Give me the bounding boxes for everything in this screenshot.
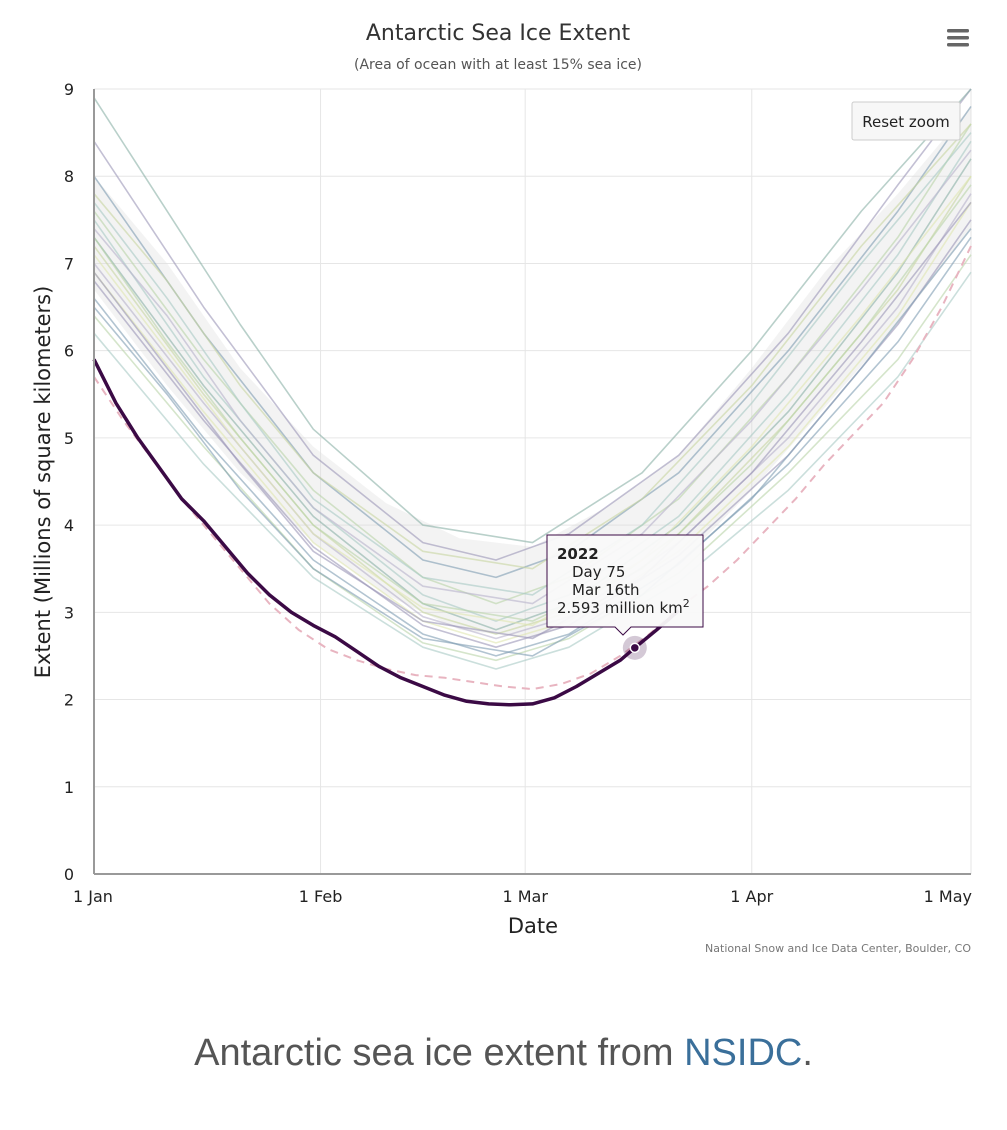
- series-2022-line[interactable]: [92, 358, 680, 707]
- chart-title: Antarctic Sea Ice Extent: [366, 21, 631, 46]
- hamburger-menu-icon[interactable]: [944, 26, 970, 50]
- grid: [94, 88, 972, 874]
- y-tick-label: 8: [64, 167, 74, 186]
- y-tick-label: 9: [64, 80, 74, 99]
- range-envelope: [94, 106, 971, 639]
- tooltip-value-sup: 2: [683, 597, 690, 610]
- tooltip-year: 2022: [557, 545, 599, 563]
- nsidc-link[interactable]: NSIDC: [684, 1032, 803, 1074]
- reset-zoom-label: Reset zoom: [862, 113, 950, 131]
- dashed-series: [93, 245, 972, 691]
- y-tick-label: 0: [64, 865, 74, 884]
- background-series-line: [93, 254, 972, 662]
- x-tick-label: 1 Apr: [730, 887, 773, 906]
- y-axis-ticks: 0 1 2 3 4 5 6 7 8 9: [64, 80, 74, 884]
- background-series-line: [93, 123, 972, 570]
- y-tick-label: 4: [64, 516, 74, 535]
- background-series-line: [93, 88, 972, 544]
- caption-end: .: [802, 1032, 813, 1074]
- y-tick-label: 3: [64, 603, 74, 622]
- background-series-line: [93, 105, 972, 579]
- envelope-band: [94, 106, 971, 639]
- highlight-series[interactable]: [92, 358, 680, 707]
- y-tick-label: 7: [64, 254, 74, 273]
- sea-ice-chart: Antarctic Sea Ice Extent (Area of ocean …: [31, 21, 972, 955]
- tooltip-day: Day 75: [572, 563, 625, 581]
- x-tick-label: 1 May: [924, 887, 972, 906]
- background-series-line: [93, 132, 972, 596]
- axes: [93, 89, 971, 875]
- tooltip-value: 2.593 million km2: [557, 597, 690, 617]
- x-axis-title: Date: [508, 914, 558, 938]
- y-tick-label: 2: [64, 691, 74, 710]
- background-series-line: [93, 175, 972, 627]
- background-series-line: [93, 228, 972, 657]
- background-series-line: [93, 236, 972, 657]
- y-axis-title: Extent (Millions of square kilometers): [31, 286, 55, 679]
- background-series-line: [93, 271, 972, 670]
- background-series-line: [93, 201, 972, 640]
- x-tick-label: 1 Mar: [502, 887, 548, 906]
- x-tick-label: 1 Jan: [73, 887, 113, 906]
- background-series: [93, 88, 972, 670]
- tooltip: 2022 Day 75 Mar 16th 2.593 million km2: [546, 534, 704, 636]
- background-series-line: [93, 149, 972, 605]
- y-tick-label: 1: [64, 778, 74, 797]
- x-axis-ticks: 1 Jan 1 Feb 1 Mar 1 Apr 1 May: [73, 887, 972, 906]
- tooltip-date: Mar 16th: [572, 581, 640, 599]
- hover-point[interactable]: [629, 642, 641, 654]
- background-series-line: [93, 88, 972, 561]
- y-tick-label: 5: [64, 429, 74, 448]
- chart-subtitle: (Area of ocean with at least 15% sea ice…: [354, 57, 642, 73]
- figure-caption: Antarctic sea ice extent from NSIDC.: [0, 1032, 1007, 1075]
- background-series-line: [93, 184, 972, 622]
- y-tick-label: 6: [64, 342, 74, 361]
- caption-text: Antarctic sea ice extent from: [194, 1032, 685, 1074]
- x-tick-label: 1 Feb: [299, 887, 343, 906]
- background-series-line: [93, 158, 972, 631]
- tooltip-value-text: 2.593 million km: [557, 599, 683, 617]
- chart-credit: National Snow and Ice Data Center, Bould…: [705, 942, 971, 955]
- reset-zoom-button[interactable]: Reset zoom: [851, 101, 961, 141]
- background-series-line: [93, 201, 972, 644]
- background-series-line: [93, 123, 972, 605]
- dashed-series-line: [93, 245, 972, 691]
